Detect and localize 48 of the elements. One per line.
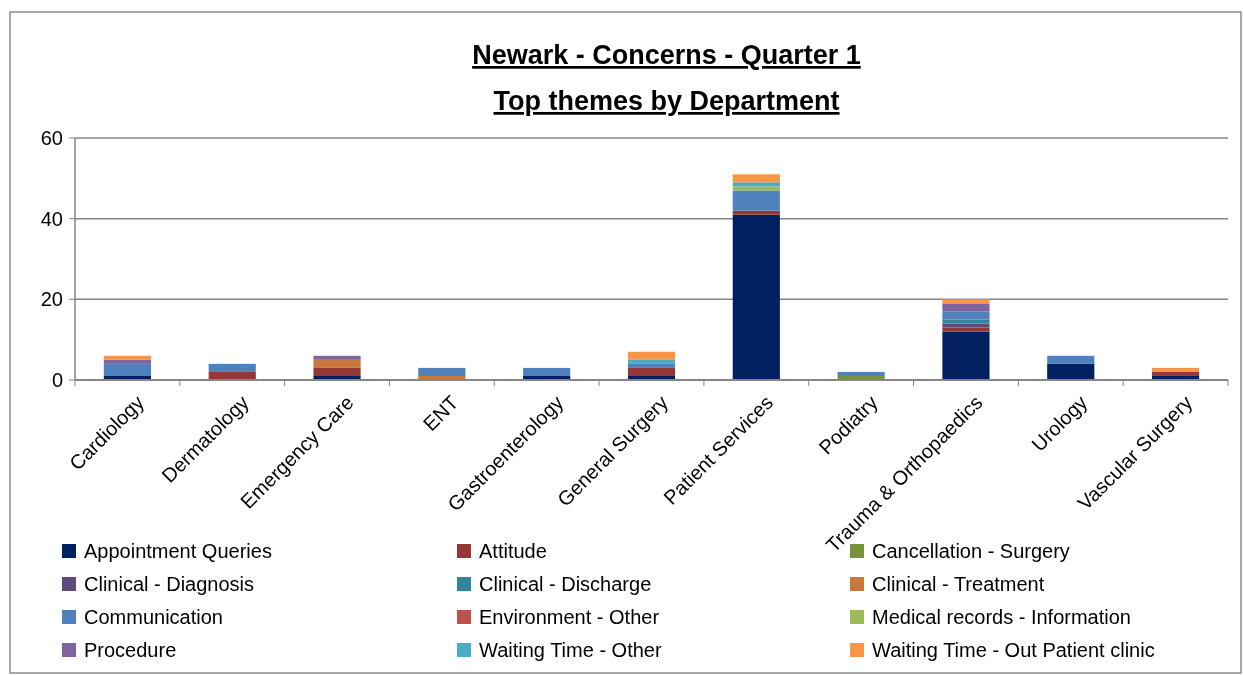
legend-label: Waiting Time - Other bbox=[479, 639, 662, 661]
bar bbox=[732, 210, 780, 215]
y-tick-label: 20 bbox=[40, 288, 63, 311]
legend-label: Environment - Other bbox=[479, 606, 660, 628]
chart-title: Newark - Concerns - Quarter 1 bbox=[472, 40, 861, 70]
y-tick-label: 40 bbox=[40, 207, 63, 230]
legend-label: Clinical - Treatment bbox=[872, 573, 1045, 595]
bar bbox=[732, 214, 780, 380]
bar bbox=[1152, 371, 1200, 376]
bar bbox=[942, 327, 990, 332]
bar bbox=[523, 367, 571, 376]
bar bbox=[1047, 363, 1095, 380]
bar bbox=[103, 355, 151, 360]
bar bbox=[942, 311, 990, 320]
legend-label: Clinical - Diagnosis bbox=[84, 573, 255, 595]
bar bbox=[942, 303, 990, 312]
bar bbox=[313, 367, 361, 376]
legend-label: Procedure bbox=[84, 639, 177, 661]
bar bbox=[732, 174, 780, 183]
chart-subtitle: Top themes by Department bbox=[493, 86, 840, 116]
bar bbox=[1047, 355, 1095, 364]
bar bbox=[732, 182, 780, 187]
bar bbox=[837, 371, 885, 376]
bar bbox=[627, 359, 676, 364]
legend-label: Medical records - Information bbox=[872, 606, 1131, 628]
bar bbox=[627, 351, 676, 360]
y-tick-label: 0 bbox=[51, 369, 63, 391]
legend-label: Waiting Time - Out Patient clinic bbox=[872, 639, 1155, 661]
bar bbox=[942, 299, 990, 304]
legend-label: Clinical - Discharge bbox=[479, 573, 652, 595]
bar bbox=[942, 319, 990, 324]
bar bbox=[103, 363, 151, 376]
bar bbox=[732, 190, 780, 211]
bar bbox=[418, 367, 466, 376]
bar bbox=[313, 355, 361, 360]
legend-label: Appointment Queries bbox=[84, 540, 272, 562]
bar bbox=[627, 367, 676, 376]
legend-label: Attitude bbox=[479, 540, 547, 562]
legend-label: Communication bbox=[84, 606, 223, 628]
bar bbox=[627, 363, 676, 368]
bar bbox=[208, 363, 256, 372]
bar bbox=[103, 359, 151, 364]
bar bbox=[1152, 367, 1200, 372]
bar bbox=[942, 331, 990, 380]
y-tick-label: 60 bbox=[40, 127, 63, 149]
bar bbox=[313, 359, 361, 368]
bar bbox=[942, 323, 990, 328]
bar bbox=[732, 186, 780, 191]
